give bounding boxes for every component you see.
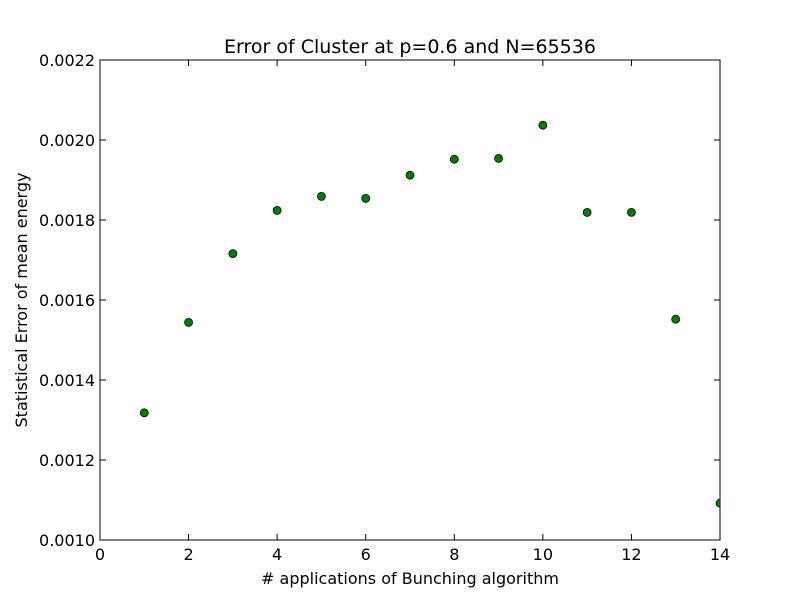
y-tick-label: 0.0018	[39, 211, 95, 230]
data-point	[715, 498, 720, 508]
x-tick-label: 2	[183, 545, 193, 564]
x-tick-label: 10	[533, 545, 553, 564]
data-point	[582, 207, 592, 217]
data-point	[671, 314, 681, 324]
data-point	[272, 205, 282, 215]
y-axis-label: Statistical Error of mean energy	[12, 173, 31, 428]
data-point	[449, 154, 459, 164]
x-tick-label: 0	[95, 545, 105, 564]
x-tick-label: 12	[621, 545, 641, 564]
x-axis: 0 2 4 6 8 10 12 14	[95, 60, 730, 564]
x-tick-label: 14	[710, 545, 730, 564]
chart-title: Error of Cluster at p=0.6 and N=65536	[224, 36, 596, 58]
y-axis: 0.0010 0.0012 0.0014 0.0016 0.0018 0.0020 0.00…	[39, 51, 720, 550]
x-tick-label: 8	[449, 545, 459, 564]
data-point	[494, 153, 503, 163]
y-tick-label: 0.0010	[39, 531, 95, 550]
x-axis-label: # applications of Bunching algorithm	[261, 569, 559, 588]
data-points	[139, 120, 720, 508]
plot-area	[99, 59, 721, 541]
y-tick-label: 0.0020	[39, 131, 95, 150]
y-tick-label: 0.0012	[39, 451, 95, 470]
data-point	[627, 207, 636, 217]
data-point	[184, 317, 193, 327]
data-point	[317, 191, 326, 201]
data-point	[538, 120, 548, 130]
y-tick-label: 0.0022	[39, 51, 95, 70]
data-point	[361, 193, 371, 203]
data-point	[405, 170, 415, 180]
y-tick-label: 0.0014	[39, 371, 95, 390]
data-point	[139, 408, 149, 418]
x-tick-label: 4	[272, 545, 282, 564]
y-tick-label: 0.0016	[39, 291, 95, 310]
data-point	[228, 249, 238, 259]
x-tick-label: 6	[361, 545, 371, 564]
